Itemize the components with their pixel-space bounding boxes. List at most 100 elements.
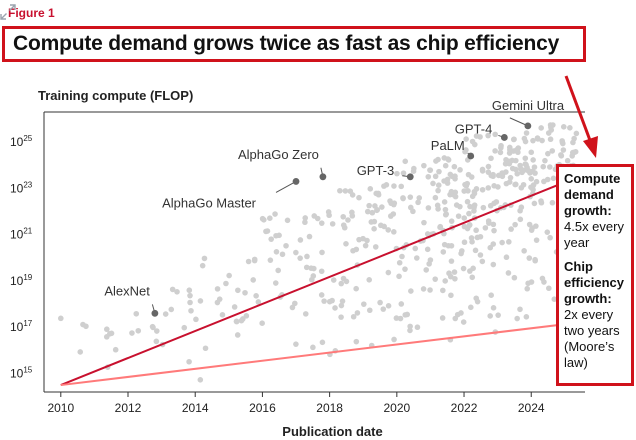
x-tick-label: 2024 [518, 401, 545, 415]
scatter-point [471, 204, 477, 211]
scatter-point [337, 187, 343, 194]
scatter-point [514, 170, 521, 177]
scatter-point [560, 140, 566, 147]
scatter-point [251, 256, 258, 263]
scatter-point [491, 227, 497, 234]
scatter-point [551, 296, 558, 302]
scatter-point [398, 183, 405, 190]
scatter-point [427, 287, 433, 293]
scatter-point [490, 305, 497, 311]
scatter-point [407, 194, 414, 200]
scatter-point [533, 237, 540, 243]
scatter-point [341, 224, 348, 231]
scatter-point [436, 168, 442, 175]
scatter-point [407, 327, 413, 334]
scatter-point [464, 198, 471, 205]
scatter-point [446, 270, 452, 277]
scatter-point [479, 258, 486, 265]
scatter-point [186, 287, 193, 294]
expand-arrows-icon[interactable] [0, 4, 16, 20]
scatter-point [253, 293, 259, 299]
scatter-point [168, 306, 175, 313]
x-tick-label: 2016 [249, 401, 276, 415]
scatter-point [517, 306, 523, 313]
scatter-point [448, 292, 454, 299]
scatter-point [488, 155, 494, 162]
y-tick-label: 1023 [10, 180, 33, 195]
scatter-point [349, 209, 355, 216]
scatter-point [402, 158, 409, 165]
scatter-point [420, 286, 427, 292]
scatter-point [181, 324, 188, 331]
scatter-point [169, 286, 176, 293]
scatter-point [162, 311, 169, 317]
scatter-point [338, 314, 344, 320]
scatter-point [479, 186, 486, 193]
scatter-point [492, 131, 499, 138]
labeled-point [467, 152, 475, 160]
scatter-point [396, 273, 402, 280]
scatter-point [197, 377, 204, 383]
scatter-point [522, 155, 529, 162]
scatter-point [567, 125, 573, 131]
scatter-point [245, 258, 252, 265]
scatter-point [487, 202, 494, 209]
scatter-point [154, 328, 160, 334]
scatter-point [372, 244, 379, 250]
scatter-point [462, 181, 468, 188]
scatter-point [511, 274, 518, 281]
scatter-point [371, 226, 377, 232]
scatter-point [353, 285, 359, 292]
scatter-point [201, 255, 208, 262]
y-tick-label: 1015 [10, 365, 33, 380]
x-tick-label: 2018 [316, 401, 343, 415]
scatter-point [532, 170, 538, 176]
scatter-point [273, 232, 279, 239]
scatter-point [432, 194, 439, 201]
scatter-point [279, 251, 286, 258]
scatter-point [366, 276, 373, 283]
scatter-point [462, 148, 468, 155]
scatter-point [414, 324, 421, 331]
scatter-point [77, 349, 84, 355]
scatter-point [411, 165, 417, 172]
scatter-point [467, 268, 473, 274]
scatter-point [369, 209, 376, 216]
scatter-point [442, 162, 449, 169]
scatter-point [197, 298, 204, 304]
scatter-point [526, 255, 533, 261]
scatter-point [275, 267, 281, 274]
scatter-point [250, 277, 257, 283]
scatter-point [466, 210, 472, 217]
scatter-point [304, 253, 310, 260]
scatter-point [457, 167, 463, 173]
scatter-point [368, 219, 375, 225]
scatter-point [528, 279, 535, 285]
chip-growth-text: 2x every two years (Moore’s law) [564, 307, 620, 370]
scatter-point [515, 145, 522, 151]
scatter-point [528, 149, 535, 156]
chip-growth-heading: Chip efficiency growth: [564, 259, 624, 306]
scatter-point [303, 264, 310, 271]
scatter-point [547, 164, 553, 170]
model-label: AlexNet [104, 283, 150, 298]
scatter-point [153, 338, 160, 345]
scatter-point [174, 289, 180, 295]
scatter-point [319, 339, 326, 346]
labeled-point [292, 178, 300, 185]
scatter-point [530, 137, 536, 144]
scatter-point [547, 136, 554, 143]
scatter-point [491, 183, 497, 189]
scatter-point [273, 248, 280, 255]
scatter-point [83, 323, 89, 330]
scatter-point [452, 275, 458, 282]
chart-title: Compute demand grows twice as fast as ch… [13, 32, 560, 55]
scatter-point [235, 287, 241, 294]
scatter-point [546, 285, 552, 292]
scatter-point [353, 338, 360, 345]
scatter-point [391, 183, 397, 189]
scatter-point [573, 130, 580, 137]
scatter-point [326, 298, 333, 305]
scatter-point [448, 242, 455, 249]
y-tick-label: 1017 [10, 319, 33, 334]
